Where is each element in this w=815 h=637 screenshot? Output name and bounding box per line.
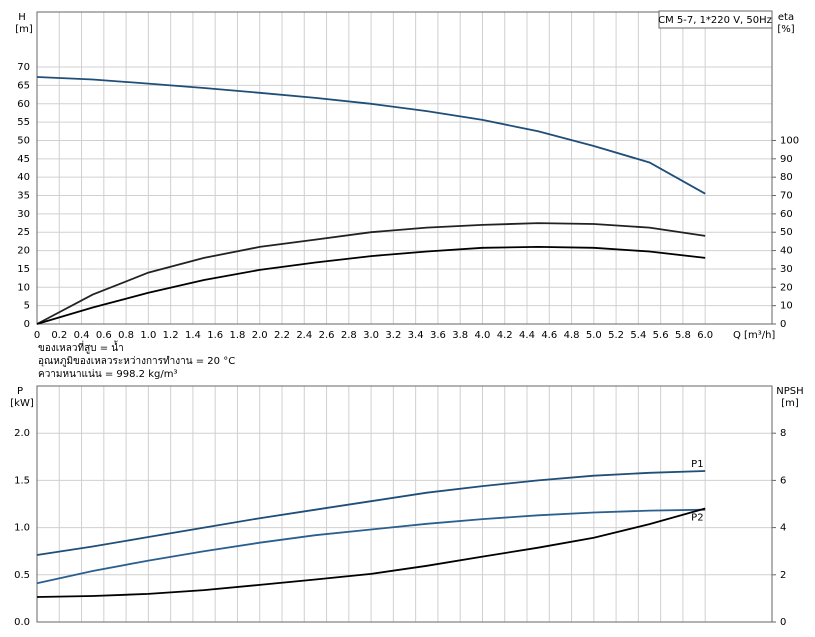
y2-tick-label: 6 [780, 475, 786, 486]
x-tick-label: 5.6 [653, 330, 669, 341]
curve [36, 470, 706, 556]
y-tick-label: 45 [17, 154, 30, 165]
x-tick-label: 2.0 [252, 330, 268, 341]
x-tick-label: 2.2 [274, 330, 290, 341]
x-tick-label: 3.4 [408, 330, 424, 341]
y2-tick-label: 60 [780, 209, 793, 220]
y-tick-label: 30 [17, 209, 30, 220]
y-tick-label: 25 [17, 227, 30, 238]
y-axis-unit: [kW] [10, 398, 34, 409]
y2-tick-label: 40 [780, 246, 793, 257]
x-tick-label: 0.2 [51, 330, 67, 341]
x-tick-label: 5.2 [608, 330, 624, 341]
y-tick-label: 70 [17, 62, 30, 73]
x-tick-label: 4.4 [519, 330, 535, 341]
x-tick-label: 3.8 [452, 330, 468, 341]
curve-label: P2 [691, 513, 703, 524]
y-tick-label: 50 [17, 135, 30, 146]
curve [36, 222, 706, 325]
note: ของเหลวที่สูบ = น้ำ [38, 340, 124, 354]
x-tick-label: 1.0 [140, 330, 156, 341]
y-tick-label: 5 [24, 301, 30, 312]
x-tick-label: 2.4 [296, 330, 312, 341]
y-axis-label: P [17, 386, 23, 397]
x-tick-label: 1.6 [207, 330, 223, 341]
y-tick-label: 65 [17, 80, 30, 91]
y-tick-label: 0 [24, 319, 30, 330]
x-tick-label: 4.0 [475, 330, 491, 341]
x-tick-label: 3.0 [363, 330, 379, 341]
x-tick-label: 1.8 [230, 330, 246, 341]
x-tick-label: 3.2 [385, 330, 401, 341]
y2-tick-label: 50 [780, 227, 793, 238]
y-tick-label: 60 [17, 99, 30, 110]
x-tick-label: 5.0 [586, 330, 602, 341]
note: ความหนาแน่น = 998.2 kg/m³ [38, 369, 177, 380]
note: อุณหภูมิของเหลวระหว่างการทำงาน = 20 °C [38, 356, 235, 367]
curve [36, 508, 706, 585]
y-tick-label: 1.5 [14, 475, 30, 486]
y2-axis-label: NPSH [776, 386, 803, 397]
curve-label: P1 [691, 459, 703, 470]
x-tick-label: 0 [34, 330, 40, 341]
x-tick-label: 6.0 [697, 330, 713, 341]
y-tick-label: 55 [17, 117, 30, 128]
y2-tick-label: 80 [780, 172, 793, 183]
x-tick-label: 1.4 [185, 330, 201, 341]
x-tick-label: 0.6 [96, 330, 112, 341]
x-tick-label: 5.4 [630, 330, 646, 341]
y-tick-label: 15 [17, 264, 30, 275]
curve [36, 76, 706, 195]
y-tick-label: 35 [17, 191, 30, 202]
y-tick-label: 10 [17, 282, 30, 293]
x-tick-label: 1.2 [163, 330, 179, 341]
y2-tick-label: 70 [780, 191, 793, 202]
x-tick-label: 4.2 [497, 330, 513, 341]
y-axis-label: H [18, 12, 26, 23]
plot-frame [36, 385, 773, 623]
chart-title: CM 5-7, 1*220 V, 50Hz [658, 15, 772, 26]
x-tick-label: 5.8 [675, 330, 691, 341]
x-tick-label: 4.8 [564, 330, 580, 341]
curve [36, 507, 706, 598]
title-box [658, 10, 773, 29]
y-tick-label: 40 [17, 172, 30, 183]
x-tick-label: 3.6 [430, 330, 446, 341]
y2-tick-label: 30 [780, 264, 793, 275]
y2-tick-label: 0 [780, 319, 786, 330]
y2-axis-unit: [%] [777, 24, 794, 35]
y-tick-label: 1.0 [14, 523, 30, 534]
y2-tick-label: 8 [780, 428, 786, 439]
x-tick-label: 2.6 [319, 330, 335, 341]
curve [36, 245, 706, 325]
y2-axis-unit: [m] [781, 398, 799, 409]
y2-tick-label: 2 [780, 570, 786, 581]
y-axis-unit: [m] [15, 24, 33, 35]
x-tick-label: 2.8 [341, 330, 357, 341]
y2-axis-label: eta [778, 12, 794, 23]
x-tick-label: 0.8 [118, 330, 134, 341]
y2-tick-label: 100 [780, 135, 799, 146]
y-tick-label: 0.0 [14, 617, 30, 628]
y2-tick-label: 10 [780, 301, 793, 312]
y2-tick-label: 20 [780, 282, 793, 293]
y2-tick-label: 4 [780, 523, 786, 534]
x-tick-label: 0.4 [74, 330, 90, 341]
y2-tick-label: 0 [780, 617, 786, 628]
y-tick-label: 0.5 [14, 570, 30, 581]
x-tick-label: 4.6 [541, 330, 557, 341]
y-tick-label: 2.0 [14, 428, 30, 439]
y2-tick-label: 90 [780, 154, 793, 165]
x-axis-label: Q [m³/h] [733, 330, 775, 341]
plot-frame [36, 11, 773, 325]
y-tick-label: 20 [17, 246, 30, 257]
